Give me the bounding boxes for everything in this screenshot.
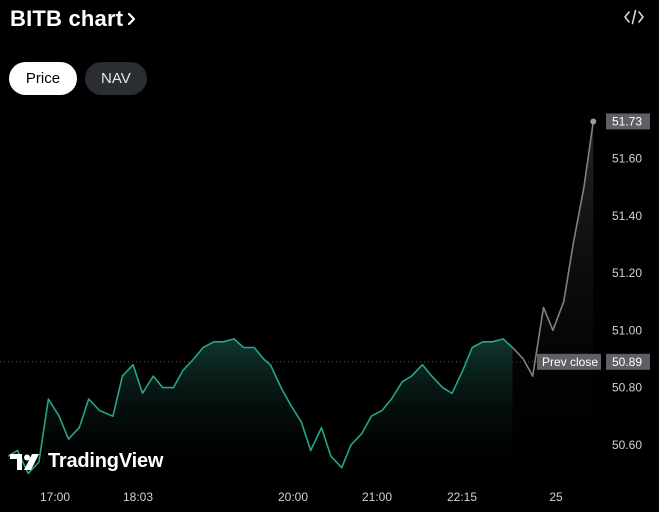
y-tick-label: 50.80 xyxy=(612,381,642,395)
tab-price[interactable]: Price xyxy=(9,62,77,95)
x-tick-label: 22:15 xyxy=(447,490,477,504)
chevron-right-icon xyxy=(128,12,136,26)
y-tick-label: 50.60 xyxy=(612,438,642,452)
series-area-after-hours xyxy=(512,121,594,483)
prev-close-value: 50.89 xyxy=(612,355,642,369)
series-area-regular xyxy=(8,338,513,482)
y-tick-label: 51.00 xyxy=(612,323,642,337)
y-tick-label: 51.20 xyxy=(612,266,642,280)
chart-title: BITB chart xyxy=(10,6,124,31)
code-embed-icon[interactable] xyxy=(623,8,645,26)
y-tick-label: 51.60 xyxy=(612,152,642,166)
last-price-dot xyxy=(590,118,597,125)
last-price-value: 51.73 xyxy=(612,114,642,128)
prev-close-badge xyxy=(537,353,601,370)
last-price-badge xyxy=(606,113,650,130)
x-tick-label: 18:03 xyxy=(123,490,153,504)
x-tick-label: 21:00 xyxy=(362,490,392,504)
chart-mode-tabs: Price NAV xyxy=(9,62,147,95)
prev-close-value-badge xyxy=(606,353,650,370)
x-tick-label: 25 xyxy=(549,490,563,504)
x-tick-label: 17:00 xyxy=(40,490,70,504)
tradingview-watermark[interactable]: TradingView xyxy=(10,450,163,473)
tab-nav[interactable]: NAV xyxy=(85,62,147,95)
watermark-text: TradingView xyxy=(48,450,164,472)
tradingview-logo-icon xyxy=(10,453,39,470)
x-tick-label: 20:00 xyxy=(278,490,308,504)
chart-title-link[interactable]: BITB chart xyxy=(10,6,137,32)
chart-header: BITB chart xyxy=(0,0,659,40)
y-tick-label: 51.40 xyxy=(612,209,642,223)
prev-close-label: Prev close xyxy=(542,355,598,369)
